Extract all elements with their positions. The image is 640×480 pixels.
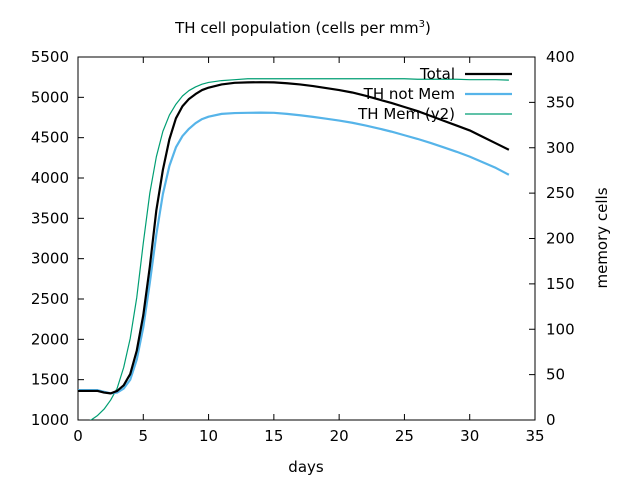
y-tick-label: 3500 [31,209,69,227]
y-tick-label: 4000 [31,169,69,187]
y-tick-label: 1500 [31,371,69,389]
chart-title-suffix: ) [425,19,431,37]
series-lines [78,78,510,420]
chart-title-superscript: 3 [419,19,425,30]
x-tick-label: 5 [139,427,149,445]
legend-label: TH not Mem [363,85,455,103]
y-tick-label: 5000 [31,88,69,106]
legend-label: Total [419,65,455,83]
y-tick-label: 3000 [31,250,69,268]
x-axis-label: days [288,458,324,476]
y2-tick-label: 350 [546,93,575,111]
y-tick-label: 1000 [31,411,69,429]
series-line-th-mem-y2 [89,78,509,420]
y2-tick-label: 0 [546,411,556,429]
y-tick-label: 2000 [31,330,69,348]
x-tick-label: 20 [330,427,349,445]
y2-axis-label: memory cells [593,187,611,288]
legend: Total TH not Mem TH Mem (y2) [357,65,512,123]
y2-tick-label: 100 [546,320,575,338]
y-tick-label: 4500 [31,129,69,147]
x-tick-label: 15 [264,427,283,445]
legend-label: TH Mem (y2) [357,105,455,123]
x-tick-label: 10 [199,427,218,445]
x-tick-label: 30 [460,427,479,445]
chart-title-main: TH cell population (cells per mm [174,19,419,37]
x-tick-label: 25 [395,427,414,445]
series-line-total [78,81,510,395]
y2-tick-label: 250 [546,184,575,202]
y2-tick-label: 50 [546,366,565,384]
y2-tick-label: 300 [546,139,575,157]
x-tick-label: 0 [73,427,83,445]
y2-tick-label: 400 [546,48,575,66]
chart-title: TH cell population (cells per mm3) [174,19,431,37]
y2-tick-label: 150 [546,275,575,293]
y-tick-label: 2500 [31,290,69,308]
y2-tick-label: 200 [546,230,575,248]
x-tick-label: 35 [525,427,544,445]
series-line-th-not-mem [78,111,510,395]
axis-ticks: 0 5 10 15 20 25 30 3510001500200025003000350040… [31,48,575,445]
y-tick-label: 5500 [31,48,69,66]
